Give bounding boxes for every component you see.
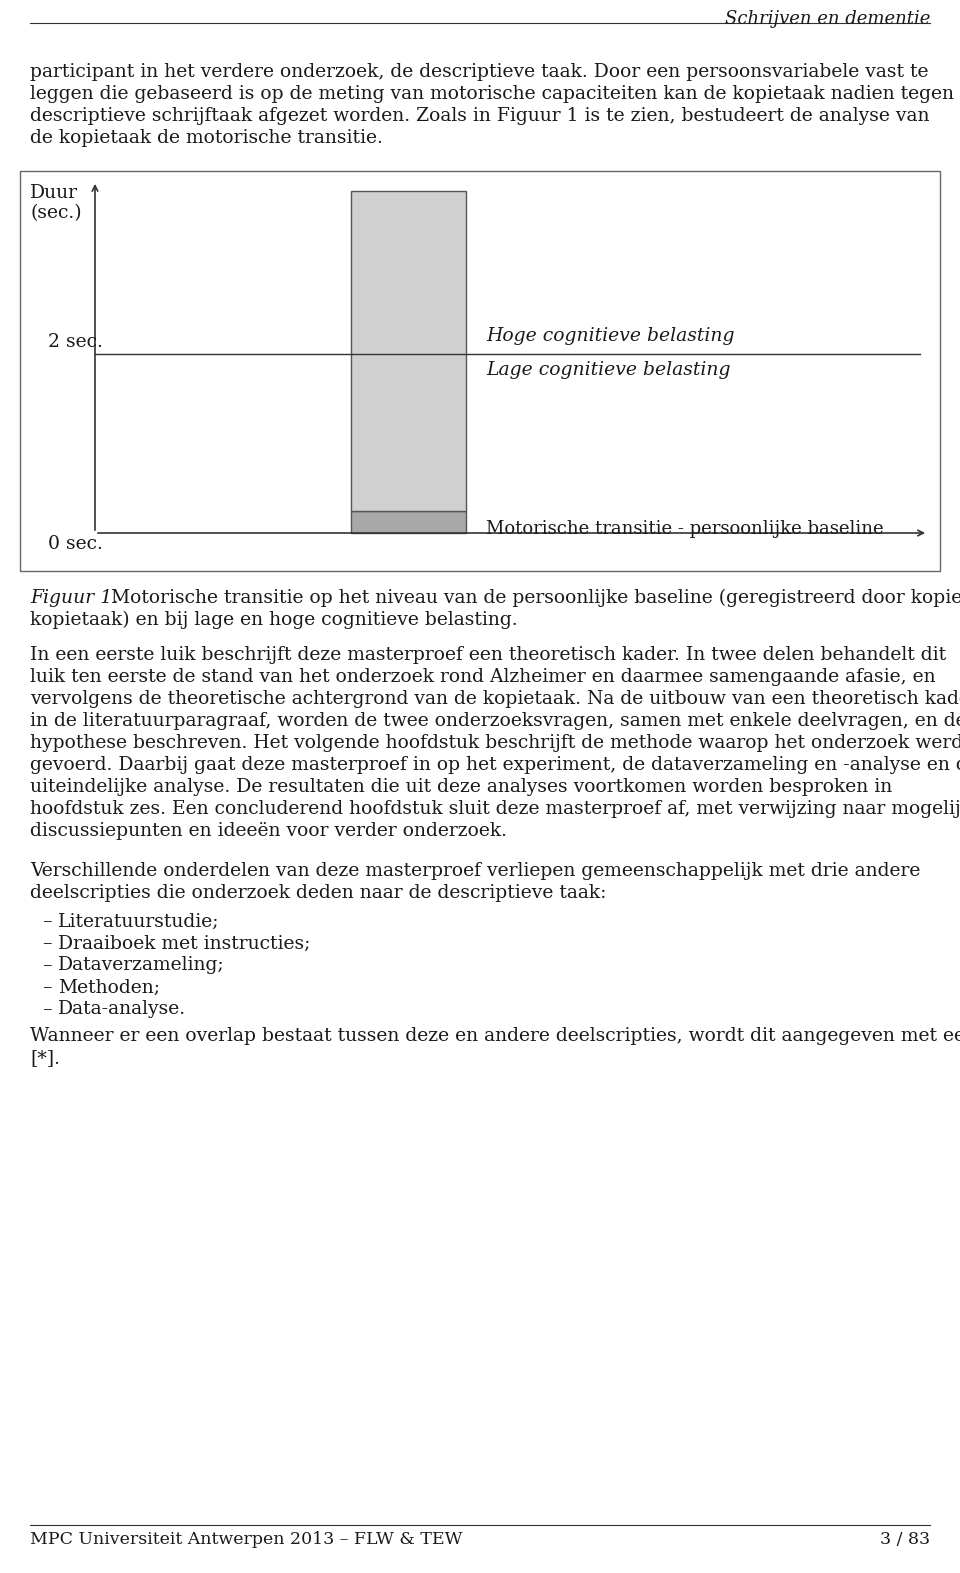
Text: –: –: [42, 934, 52, 952]
Text: 0 sec.: 0 sec.: [48, 535, 103, 554]
Bar: [20, 171, 940, 571]
Text: Figuur 1.: Figuur 1.: [30, 588, 118, 607]
Bar: [350, 511, 467, 533]
Text: descriptieve schrijftaak afgezet worden. Zoals in Figuur 1 is te zien, bestudeer: descriptieve schrijftaak afgezet worden.…: [30, 107, 929, 124]
Text: discussiepunten en ideeën voor verder onderzoek.: discussiepunten en ideeën voor verder on…: [30, 823, 507, 840]
Text: 3 / 83: 3 / 83: [880, 1531, 930, 1548]
Text: Methoden;: Methoden;: [58, 978, 160, 996]
Text: hypothese beschreven. Het volgende hoofdstuk beschrijft de methode waarop het on: hypothese beschreven. Het volgende hoofd…: [30, 735, 960, 752]
Text: hoofdstuk zes. Een concluderend hoofdstuk sluit deze masterproef af, met verwijz: hoofdstuk zes. Een concluderend hoofdstu…: [30, 801, 960, 818]
Text: –: –: [42, 912, 52, 930]
Text: Motorische transitie op het niveau van de persoonlijke baseline (geregistreerd d: Motorische transitie op het niveau van d…: [105, 588, 960, 607]
Text: Wanneer er een overlap bestaat tussen deze en andere deelscripties, wordt dit aa: Wanneer er een overlap bestaat tussen de…: [30, 1027, 960, 1044]
Text: vervolgens de theoretische achtergrond van de kopietaak. Na de uitbouw van een t: vervolgens de theoretische achtergrond v…: [30, 691, 960, 708]
Text: Lage cognitieve belasting: Lage cognitieve belasting: [487, 362, 731, 379]
Text: [*].: [*].: [30, 1049, 60, 1066]
Text: –: –: [42, 956, 52, 974]
Text: –: –: [42, 978, 52, 996]
Text: Literatuurstudie;: Literatuurstudie;: [58, 912, 220, 930]
Text: Hoge cognitieve belasting: Hoge cognitieve belasting: [487, 327, 734, 346]
Text: Verschillende onderdelen van deze masterproef verliepen gemeenschappelijk met dr: Verschillende onderdelen van deze master…: [30, 862, 921, 879]
Text: 2 sec.: 2 sec.: [48, 333, 103, 351]
Text: uiteindelijke analyse. De resultaten die uit deze analyses voortkomen worden bes: uiteindelijke analyse. De resultaten die…: [30, 779, 892, 796]
Text: participant in het verdere onderzoek, de descriptieve taak. Door een persoonsvar: participant in het verdere onderzoek, de…: [30, 63, 928, 80]
Bar: [350, 190, 467, 511]
Text: deelscripties die onderzoek deden naar de descriptieve taak:: deelscripties die onderzoek deden naar d…: [30, 884, 607, 901]
Text: –: –: [42, 1000, 52, 1018]
Text: Data-analyse.: Data-analyse.: [58, 1000, 186, 1018]
Text: Duur: Duur: [30, 184, 78, 201]
Text: Schrijven en dementie: Schrijven en dementie: [725, 9, 930, 28]
Text: gevoerd. Daarbij gaat deze masterproef in op het experiment, de dataverzameling : gevoerd. Daarbij gaat deze masterproef i…: [30, 757, 960, 774]
Text: kopietaak) en bij lage en hoge cognitieve belasting.: kopietaak) en bij lage en hoge cognitiev…: [30, 610, 517, 629]
Text: luik ten eerste de stand van het onderzoek rond Alzheimer en daarmee samengaande: luik ten eerste de stand van het onderzo…: [30, 669, 936, 686]
Text: leggen die gebaseerd is op de meting van motorische capaciteiten kan de kopietaa: leggen die gebaseerd is op de meting van…: [30, 85, 960, 102]
Text: MPC Universiteit Antwerpen 2013 – FLW & TEW: MPC Universiteit Antwerpen 2013 – FLW & …: [30, 1531, 463, 1548]
Text: in de literatuurparagraaf, worden de twee onderzoeksvragen, samen met enkele dee: in de literatuurparagraaf, worden de twe…: [30, 713, 960, 730]
Text: Motorische transitie - persoonlijke baseline: Motorische transitie - persoonlijke base…: [487, 521, 884, 538]
Text: In een eerste luik beschrijft deze masterproef een theoretisch kader. In twee de: In een eerste luik beschrijft deze maste…: [30, 647, 947, 664]
Text: (sec.): (sec.): [30, 204, 82, 222]
Text: Dataverzameling;: Dataverzameling;: [58, 956, 225, 974]
Text: Draaiboek met instructies;: Draaiboek met instructies;: [58, 934, 310, 952]
Text: de kopietaak de motorische transitie.: de kopietaak de motorische transitie.: [30, 129, 383, 146]
